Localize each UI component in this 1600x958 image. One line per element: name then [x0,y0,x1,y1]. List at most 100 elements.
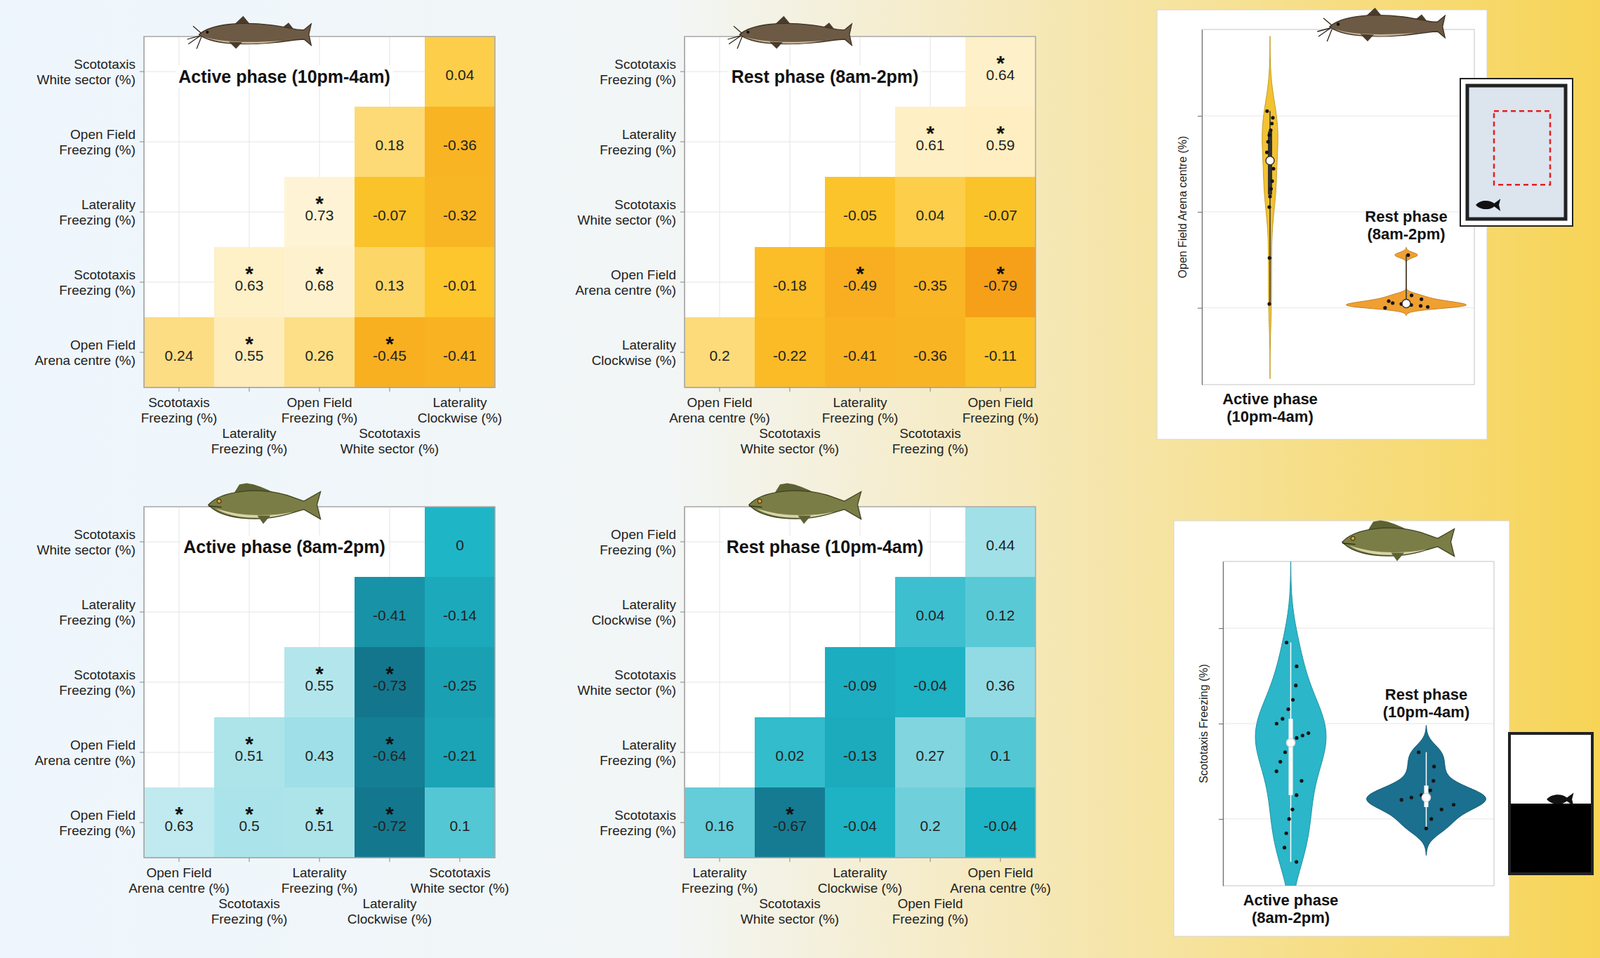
text-line: Scototaxis [614,197,677,213]
tick-mark [139,612,144,613]
data-label: 0.13 [375,277,405,294]
data-label: 0.04 [916,207,945,224]
text-line: Open Field [287,395,353,411]
heatmap-cell [824,247,896,318]
text-line: Scototaxis [73,56,136,72]
tick-mark [1218,819,1223,821]
text-line: Open Field [610,527,677,542]
tick [789,857,791,863]
text-line: Scototaxis [614,56,677,72]
fish-body [1329,15,1446,38]
text-line: Freezing (%) [58,142,136,158]
fish-fin [228,41,243,49]
text-line: Laterality [622,737,677,753]
text-line: Freezing (%) [141,410,218,426]
tick-mark [789,387,791,392]
cell-labels: 0.64*0.61*0.59*-0.050.04-0.07-0.18-0.49*… [709,51,1018,364]
tick-label: ScototaxisWhite sector (%) [37,56,136,88]
text-line: Open Field [70,127,136,142]
data-label: -0.04 [843,817,877,835]
data-point [1386,299,1391,303]
data-label: -0.01 [443,277,477,294]
tick-mark [139,282,144,283]
heatmap-cell [965,317,1036,388]
inset-frame [1460,78,1573,227]
heatmap-panel: 0.64*0.61*0.59*-0.050.04-0.07-0.18-0.49*… [574,36,1039,457]
tick-mark [680,71,685,73]
arena [1467,85,1566,220]
data-label: 0.04 [445,66,475,83]
tick-mark [680,141,685,143]
fish-mouth [208,506,222,508]
text-line: Scototaxis [358,426,421,441]
heatmap-cell [824,647,896,718]
text-line: Freezing (%) [822,410,899,426]
data-point [1267,194,1272,198]
tick-label: ScototaxisWhite sector (%) [577,197,677,228]
heatmap-cell [824,717,896,788]
fish-fin [1391,553,1405,562]
data-label: 0.1 [449,817,470,835]
plot-frame [684,36,1036,388]
tick-label: ScototaxisWhite sector (%) [577,667,677,698]
fish-belly [1349,545,1428,555]
text-line: Arena centre (%) [128,881,230,896]
tick-label: Open FieldArena centre (%) [128,865,230,896]
fish-belly [756,508,835,518]
significance-mark: * [315,261,324,286]
title-background [728,65,922,88]
data-point [1399,798,1404,802]
data-label: 0.44 [986,537,1016,554]
violin [1262,35,1278,380]
text-line: Freezing (%) [892,441,969,457]
heatmap-cell [424,106,495,177]
grid-line [1201,115,1475,117]
tick [139,282,144,283]
fish-icon [187,16,312,50]
significance-mark: * [385,802,394,826]
fish-eye [1336,22,1340,26]
heatmap-cell [895,787,966,858]
text-line: White sector (%) [340,441,439,457]
tick [860,387,861,392]
text-line: Freezing (%) [211,911,288,927]
apparatus-inset [1460,78,1573,227]
data-point [1265,150,1269,154]
data-point [1409,293,1414,297]
significance-mark: * [245,332,254,356]
heatmap-cell [354,317,425,388]
plot-background [684,36,1036,388]
tick-label: ScototaxisWhite sector (%) [37,527,136,558]
chart-title: Rest phase (8am-2pm) [731,66,919,87]
tick-mark [1197,212,1202,213]
data-label: -0.11 [984,347,1017,364]
heatmap-cell [354,717,425,788]
text-line: Open Field [70,337,136,353]
significance-mark: * [245,261,254,286]
category-label: Active phase(8am-2pm) [1243,891,1339,927]
heatmap-cell [754,317,825,388]
tick-label: LateralityClockwise (%) [347,896,432,927]
text-line: White sector (%) [37,72,136,88]
heatmap-panel: 0.040.18-0.360.73*-0.07-0.320.63*0.68*0.… [34,36,502,457]
axis-line [1201,30,1203,386]
tick [680,141,685,143]
heatmap-cell [143,787,215,858]
heatmap-cell [824,176,896,248]
tick-mark [680,352,685,354]
tick-label: Open FieldFreezing (%) [892,896,969,927]
data-label: -0.36 [913,347,948,364]
axis-title: Scototaxis Freezing (%) [1197,664,1210,784]
category-labels: Active phase(8am-2pm)Rest phase(10pm-4am… [1243,685,1471,927]
tick [139,612,144,613]
text-line: (10pm-4am) [1226,407,1313,426]
data-label: -0.41 [843,347,877,364]
significance-mark: * [245,802,254,826]
tick [139,71,144,73]
data-point [1266,139,1271,144]
fish-icon [1317,7,1445,42]
tick-label: LateralityFreezing (%) [281,865,359,896]
significance-mark: * [245,732,254,756]
text-line: Freezing (%) [681,881,759,896]
text-line: Scototaxis [428,865,491,881]
